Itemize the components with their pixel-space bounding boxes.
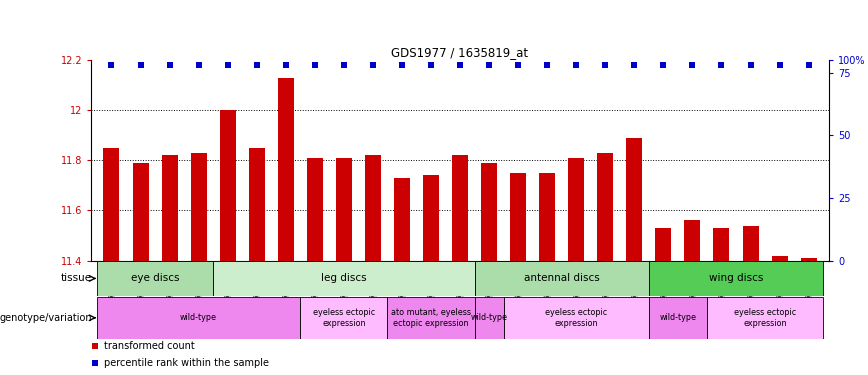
Text: wild-type: wild-type — [470, 314, 508, 322]
Bar — [742, 225, 759, 261]
Bar — [655, 228, 671, 261]
Text: eye discs: eye discs — [131, 273, 180, 284]
Text: wild-type: wild-type — [181, 314, 217, 322]
Text: ato mutant, eyeless
ectopic expression: ato mutant, eyeless ectopic expression — [391, 308, 471, 327]
Text: eyeless ectopic
expression: eyeless ectopic expression — [312, 308, 375, 327]
Text: antennal discs: antennal discs — [523, 273, 600, 284]
Bar — [394, 178, 410, 261]
Bar — [423, 176, 439, 261]
Text: leg discs: leg discs — [321, 273, 366, 284]
Bar — [772, 256, 787, 261]
Bar — [365, 155, 381, 261]
Bar — [800, 258, 817, 261]
Bar — [713, 228, 729, 261]
Bar — [387, 297, 475, 339]
Bar — [503, 297, 649, 339]
Bar — [161, 155, 178, 261]
Bar — [481, 163, 497, 261]
Bar — [278, 78, 293, 261]
Bar — [649, 297, 707, 339]
Bar — [336, 158, 352, 261]
Bar — [475, 261, 649, 296]
Bar — [685, 220, 700, 261]
Bar — [707, 297, 823, 339]
Bar — [597, 153, 614, 261]
Bar — [103, 148, 120, 261]
Text: eyeless ectopic
expression: eyeless ectopic expression — [545, 308, 608, 327]
Bar — [475, 297, 503, 339]
Bar — [306, 158, 323, 261]
Bar — [249, 148, 265, 261]
Bar — [220, 110, 235, 261]
Text: genotype/variation: genotype/variation — [0, 313, 92, 323]
Text: tissue: tissue — [61, 273, 92, 284]
Bar — [191, 153, 207, 261]
Text: percentile rank within the sample: percentile rank within the sample — [104, 358, 269, 368]
Bar — [627, 138, 642, 261]
Bar — [97, 297, 300, 339]
Bar — [510, 173, 526, 261]
Text: wing discs: wing discs — [709, 273, 763, 284]
Bar — [300, 297, 387, 339]
Bar — [133, 163, 148, 261]
Text: wild-type: wild-type — [660, 314, 696, 322]
Bar — [97, 261, 214, 296]
Text: transformed count: transformed count — [104, 341, 194, 351]
Text: eyeless ectopic
expression: eyeless ectopic expression — [734, 308, 796, 327]
Bar — [214, 261, 475, 296]
Bar — [452, 155, 468, 261]
Title: GDS1977 / 1635819_at: GDS1977 / 1635819_at — [391, 46, 529, 59]
Bar — [539, 173, 556, 261]
Bar — [569, 158, 584, 261]
Bar — [649, 261, 823, 296]
